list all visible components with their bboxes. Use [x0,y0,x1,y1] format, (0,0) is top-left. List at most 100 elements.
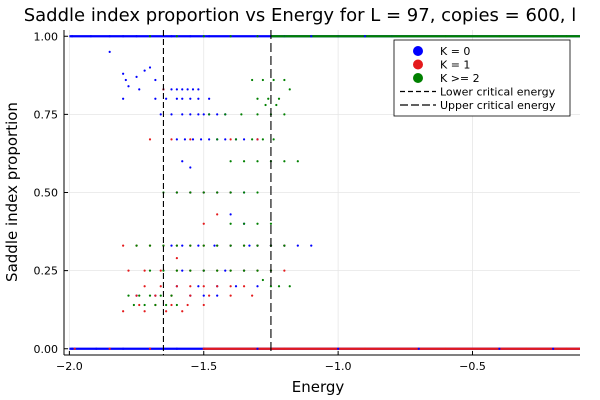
data-point-k-0 [189,113,192,116]
data-point-k-0 [216,294,219,297]
data-point-k-2 [261,78,264,82]
data-point-k-2 [242,222,246,225]
data-point-k-0 [170,113,173,116]
data-point-k-0 [248,244,251,247]
data-point-k-2 [288,88,291,91]
data-point-k-1 [189,294,192,297]
data-point-k-2 [224,113,227,116]
data-point-k-0 [337,347,340,350]
data-point-k-0 [256,285,259,288]
data-point-k-2 [216,138,219,141]
band-lines [69,35,580,350]
data-point-k-1 [216,213,219,216]
y-tick-label: 0.25 [34,265,59,278]
chart-title: Saddle index proportion vs Energy for L … [24,5,577,26]
data-point-k-0 [310,244,313,247]
data-point-k-1 [251,294,254,297]
data-point-k-0 [186,88,189,91]
y-tick-label: 0.75 [34,108,59,121]
data-point-k-0 [224,269,227,272]
axis-ticks: −2.0 −1.5 −1.0 −0.5 0.00 0.25 0.50 0.75 1.00 [34,30,486,373]
data-point-k-1 [154,294,157,297]
x-axis-label: Energy [292,378,345,396]
data-point-k-0 [197,97,200,100]
data-point-k-1 [143,285,146,288]
x-tick-label: −0.5 [459,360,486,373]
data-point-k-2 [127,294,130,297]
data-point-k-0 [122,347,125,350]
data-point-k-2 [202,191,205,194]
data-point-k-0 [229,213,232,216]
data-point-k-0 [170,88,173,91]
data-point-k-2 [283,113,286,116]
data-point-k-2 [283,35,286,38]
data-point-k-0 [122,35,125,38]
data-point-k-2 [242,244,246,247]
data-point-k-0 [189,97,192,100]
data-point-k-0 [124,78,127,82]
data-point-k-2 [552,35,555,38]
data-point-k-1 [170,138,173,141]
data-point-k-2 [277,285,281,288]
data-point-k-2 [208,113,211,116]
data-point-k-2 [498,35,501,38]
data-point-k-0 [202,294,205,297]
data-point-k-0 [191,88,195,91]
data-points [70,35,568,350]
data-point-k-0 [165,97,168,100]
data-point-k-2 [256,244,259,247]
data-point-k-1 [73,347,76,350]
x-tick-label: −1.0 [325,360,352,373]
data-point-k-0 [108,35,111,38]
data-point-k-0 [234,285,238,288]
data-point-k-2 [251,78,254,82]
data-point-k-1 [242,285,246,288]
data-point-k-0 [181,97,184,100]
data-point-k-2 [148,294,152,297]
data-point-k-2 [283,78,286,82]
data-point-k-0 [224,138,227,141]
data-point-k-2 [148,244,152,247]
data-point-k-2 [256,113,259,116]
data-point-k-1 [283,269,286,272]
data-point-k-0 [70,35,74,38]
data-point-k-0 [175,97,178,100]
data-point-k-2 [272,138,275,141]
data-point-k-2 [229,244,232,247]
data-point-k-2 [170,294,173,297]
data-point-k-2 [202,244,205,247]
data-point-k-2 [229,222,232,225]
data-point-k-1 [138,303,141,307]
data-point-k-0 [175,138,178,141]
data-point-k-1 [186,303,189,307]
legend-marker [413,73,423,83]
data-point-k-1 [122,244,125,247]
data-point-k-1 [143,310,146,313]
legend-box [393,39,571,117]
data-point-k-0 [181,244,184,247]
data-point-k-2 [269,222,273,225]
data-point-k-0 [197,285,200,288]
data-point-k-2 [162,269,165,272]
data-point-k-0 [135,75,138,78]
data-point-k-2 [229,191,232,194]
legend-marker [413,59,423,70]
data-point-k-0 [199,138,203,141]
data-point-k-2 [275,103,278,107]
data-point-k-2 [267,97,270,100]
data-point-k-0 [175,347,178,350]
data-point-k-1 [202,347,205,350]
data-point-k-1 [108,347,111,350]
data-point-k-0 [498,347,501,350]
data-point-k-2 [256,35,259,38]
data-point-k-0 [148,66,152,69]
data-point-k-2 [283,160,286,163]
data-point-k-2 [216,269,219,272]
data-point-k-1 [181,310,184,313]
data-point-k-0 [208,35,211,38]
legend-label: Lower critical energy [440,86,556,99]
data-point-k-1 [165,310,168,313]
data-point-k-1 [229,294,232,297]
